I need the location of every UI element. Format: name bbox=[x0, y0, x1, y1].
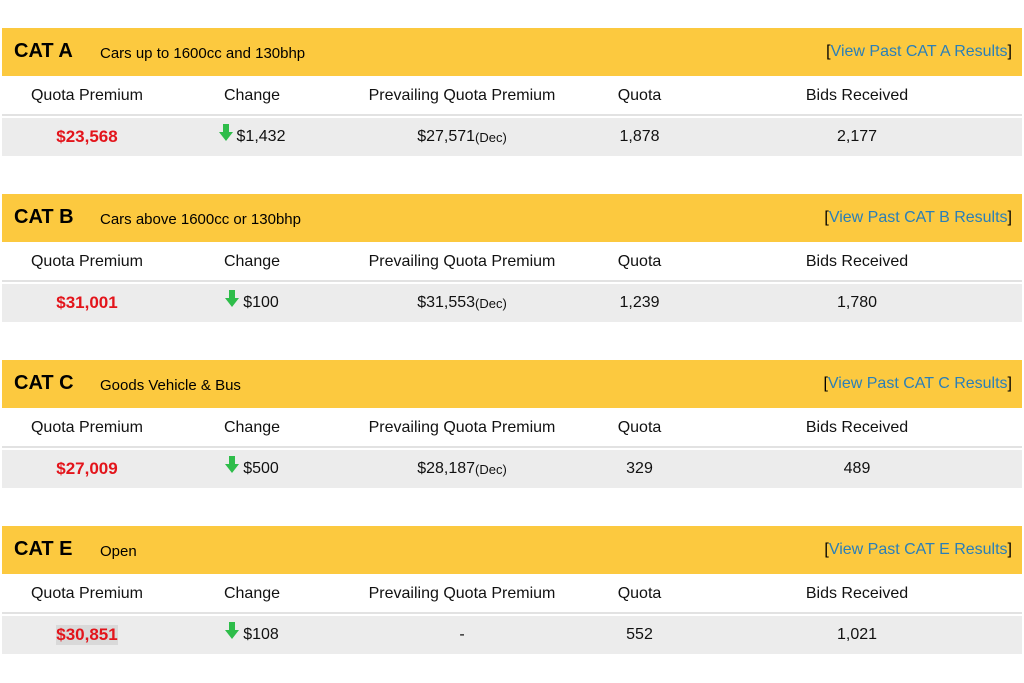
prevailing-month: (Dec) bbox=[475, 295, 507, 311]
prevailing-value: $31,553 bbox=[417, 294, 476, 311]
prevailing-month: (Dec) bbox=[475, 129, 507, 145]
view-past-results-link[interactable]: View Past CAT A Results bbox=[830, 43, 1008, 60]
view-past-results-link[interactable]: View Past CAT C Results bbox=[827, 375, 1008, 392]
bracket-open: [ bbox=[824, 209, 829, 226]
values-row: $31,001 $100 $31,553 (Dec) 1,239 1,780 bbox=[2, 284, 1022, 322]
category-block-cat-b: CAT B Cars above 1600cc or 130bhp [View … bbox=[2, 194, 1022, 322]
label-quota: Quota bbox=[617, 419, 662, 436]
column-labels-row: Quota Premium Change Prevailing Quota Pr… bbox=[2, 410, 1022, 448]
bracket-close: ] bbox=[1007, 541, 1012, 558]
bids-value: 489 bbox=[843, 460, 871, 477]
category-name: CAT E bbox=[14, 538, 73, 560]
change-cell: $100 bbox=[172, 284, 332, 322]
category-description: Cars above 1600cc or 130bhp bbox=[100, 211, 301, 228]
label-quota: Quota bbox=[617, 585, 662, 602]
premium-cell: $31,001 bbox=[2, 284, 172, 322]
bids-value: 1,780 bbox=[836, 294, 878, 311]
change-cell: $108 bbox=[172, 616, 332, 654]
quota-premium-value: $27,009 bbox=[56, 459, 118, 478]
past-results-link-wrapper: [View Past CAT A Results] bbox=[826, 43, 1012, 61]
change-cell: $500 bbox=[172, 450, 332, 488]
values-row: $27,009 $500 $28,187 (Dec) 329 489 bbox=[2, 450, 1022, 488]
past-results-link-wrapper: [View Past CAT C Results] bbox=[823, 375, 1012, 393]
prevailing-cell: $27,571 (Dec) bbox=[332, 118, 592, 156]
prevailing-value: $28,187 bbox=[417, 460, 476, 477]
label-quota: Quota bbox=[617, 253, 662, 270]
down-arrow-icon bbox=[218, 123, 233, 147]
quota-premium-value: $31,001 bbox=[56, 293, 118, 312]
label-bids: Bids Received bbox=[805, 419, 909, 436]
category-description: Open bbox=[100, 543, 137, 560]
down-arrow-icon bbox=[225, 455, 240, 479]
column-labels-row: Quota Premium Change Prevailing Quota Pr… bbox=[2, 78, 1022, 116]
premium-cell: $30,851 bbox=[2, 616, 172, 654]
change-value: $100 bbox=[243, 294, 279, 311]
label-quota-premium: Quota Premium bbox=[30, 253, 144, 270]
prevailing-value: $27,571 bbox=[417, 128, 476, 145]
category-header: CAT A Cars up to 1600cc and 130bhp [View… bbox=[2, 28, 1022, 76]
category-name: CAT B bbox=[14, 206, 74, 228]
category-name: CAT C bbox=[14, 372, 74, 394]
column-labels-row: Quota Premium Change Prevailing Quota Pr… bbox=[2, 244, 1022, 282]
label-prevailing: Prevailing Quota Premium bbox=[368, 585, 556, 602]
label-bids: Bids Received bbox=[805, 253, 909, 270]
change-value: $108 bbox=[243, 626, 279, 643]
prevailing-cell: $31,553 (Dec) bbox=[332, 284, 592, 322]
category-name: CAT A bbox=[14, 40, 73, 62]
prevailing-value: - bbox=[459, 626, 465, 643]
label-bids: Bids Received bbox=[805, 87, 909, 104]
prevailing-month: (Dec) bbox=[475, 461, 507, 477]
bids-value: 2,177 bbox=[836, 128, 878, 145]
column-labels-row: Quota Premium Change Prevailing Quota Pr… bbox=[2, 576, 1022, 614]
bids-value: 1,021 bbox=[836, 626, 878, 643]
label-prevailing: Prevailing Quota Premium bbox=[368, 253, 556, 270]
view-past-results-link[interactable]: View Past CAT B Results bbox=[828, 209, 1008, 226]
label-prevailing: Prevailing Quota Premium bbox=[368, 419, 556, 436]
bracket-close: ] bbox=[1007, 375, 1012, 392]
label-bids: Bids Received bbox=[805, 585, 909, 602]
quota-value: 552 bbox=[626, 626, 653, 643]
past-results-link-wrapper: [View Past CAT B Results] bbox=[824, 209, 1012, 227]
change-cell: $1,432 bbox=[172, 118, 332, 156]
down-arrow-icon bbox=[225, 621, 240, 645]
label-quota-premium: Quota Premium bbox=[30, 585, 144, 602]
bracket-open: [ bbox=[823, 375, 828, 392]
change-value: $1,432 bbox=[236, 128, 286, 145]
category-header: CAT E Open [View Past CAT E Results] bbox=[2, 526, 1022, 574]
bracket-close: ] bbox=[1007, 209, 1012, 226]
label-quota-premium: Quota Premium bbox=[30, 87, 144, 104]
label-change: Change bbox=[223, 87, 281, 104]
values-row: $30,851 $108 - 552 1,021 bbox=[2, 616, 1022, 654]
down-arrow-icon bbox=[225, 289, 240, 313]
label-change: Change bbox=[223, 419, 281, 436]
past-results-link-wrapper: [View Past CAT E Results] bbox=[824, 541, 1012, 559]
category-block-cat-a: CAT A Cars up to 1600cc and 130bhp [View… bbox=[2, 28, 1022, 156]
bracket-open: [ bbox=[826, 43, 831, 60]
label-quota-premium: Quota Premium bbox=[30, 419, 144, 436]
change-value: $500 bbox=[243, 460, 279, 477]
bracket-close: ] bbox=[1007, 43, 1012, 60]
category-description: Goods Vehicle & Bus bbox=[100, 377, 241, 394]
values-row: $23,568 $1,432 $27,571 (Dec) 1,878 2,177 bbox=[2, 118, 1022, 156]
label-change: Change bbox=[223, 253, 281, 270]
category-header: CAT B Cars above 1600cc or 130bhp [View … bbox=[2, 194, 1022, 242]
quota-value: 329 bbox=[626, 460, 653, 477]
category-header: CAT C Goods Vehicle & Bus [View Past CAT… bbox=[2, 360, 1022, 408]
label-change: Change bbox=[223, 585, 281, 602]
prevailing-cell: - bbox=[332, 616, 592, 654]
quota-value: 1,239 bbox=[619, 294, 660, 311]
premium-cell: $27,009 bbox=[2, 450, 172, 488]
label-quota: Quota bbox=[617, 87, 662, 104]
quota-value: 1,878 bbox=[619, 128, 660, 145]
prevailing-cell: $28,187 (Dec) bbox=[332, 450, 592, 488]
label-prevailing: Prevailing Quota Premium bbox=[368, 87, 556, 104]
premium-cell: $23,568 bbox=[2, 118, 172, 156]
bracket-open: [ bbox=[824, 541, 829, 558]
view-past-results-link[interactable]: View Past CAT E Results bbox=[828, 541, 1008, 558]
quota-premium-value: $30,851 bbox=[56, 625, 118, 645]
category-block-cat-c: CAT C Goods Vehicle & Bus [View Past CAT… bbox=[2, 360, 1022, 488]
category-description: Cars up to 1600cc and 130bhp bbox=[100, 45, 306, 62]
category-block-cat-e: CAT E Open [View Past CAT E Results] Quo… bbox=[2, 526, 1022, 654]
quota-premium-value: $23,568 bbox=[56, 127, 118, 146]
